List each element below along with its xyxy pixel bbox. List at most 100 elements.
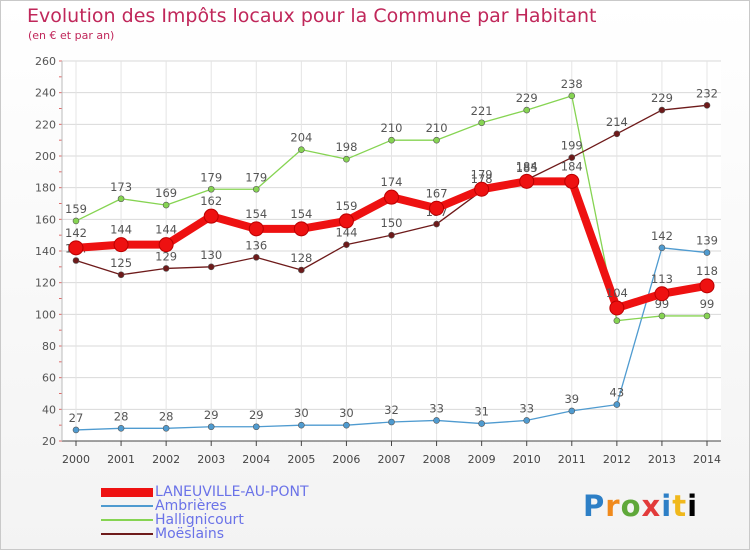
data-label: 178 (471, 172, 493, 186)
data-point (72, 217, 80, 225)
data-label: 130 (200, 248, 222, 262)
data-point (248, 221, 264, 237)
legend-swatch-moeslains (101, 533, 153, 535)
legend-item-hallignicourt: Hallignicourt (101, 513, 381, 527)
data-label: 185 (516, 161, 538, 175)
data-point (523, 106, 531, 114)
data-point (162, 201, 170, 209)
data-label: 214 (606, 115, 628, 129)
data-point (343, 421, 350, 429)
chart-title: Evolution des Impôts locaux pour la Comm… (27, 5, 597, 27)
y-tick-label: 200 (35, 150, 56, 163)
data-label: 29 (204, 408, 219, 422)
y-tick-label: 160 (35, 213, 56, 226)
x-tick-label: 2009 (468, 453, 496, 466)
x-tick-label: 2011 (558, 453, 586, 466)
y-tick-label: 60 (42, 372, 56, 385)
data-label: 229 (516, 91, 538, 105)
data-label: 229 (651, 91, 673, 105)
data-point (703, 102, 711, 109)
data-point (474, 181, 490, 197)
data-point (478, 119, 485, 127)
data-label: 204 (290, 131, 312, 145)
data-point (429, 200, 445, 216)
data-point (703, 249, 711, 256)
logo-letter: o (620, 489, 642, 523)
data-label: 43 (610, 386, 625, 400)
x-tick-label: 2002 (152, 453, 180, 466)
data-label: 144 (335, 226, 357, 240)
data-label: 232 (696, 86, 718, 100)
logo-letter: t (672, 489, 688, 523)
x-tick-label: 2007 (378, 453, 406, 466)
data-point (478, 420, 485, 427)
x-tick-label: 2003 (197, 453, 225, 466)
data-point (609, 300, 625, 316)
data-point (433, 220, 440, 228)
logo-letter: P (583, 489, 606, 523)
data-label: 179 (200, 170, 222, 184)
legend-item-ambrieres: Ambrières (101, 499, 381, 513)
data-label: 125 (110, 256, 132, 270)
data-label: 169 (155, 186, 177, 200)
data-point (613, 130, 621, 138)
data-point (384, 189, 399, 205)
data-label: 173 (110, 180, 132, 194)
legend-item-laneuville: LANEUVILLE-AU-PONT (101, 485, 381, 499)
data-point (388, 136, 395, 144)
legend-item-moeslains: Moëslains (101, 527, 381, 541)
data-point (568, 92, 576, 100)
data-point (703, 312, 711, 320)
logo-letter: i (661, 489, 673, 523)
x-tick-label: 2012 (603, 453, 631, 466)
data-label: 99 (700, 297, 715, 311)
data-point (433, 417, 440, 424)
data-label: 142 (65, 226, 87, 240)
data-point (72, 426, 80, 434)
data-label: 199 (561, 139, 583, 153)
data-label: 179 (245, 170, 267, 184)
data-label: 30 (294, 406, 309, 420)
data-point (654, 286, 670, 302)
data-point (298, 421, 305, 429)
data-label: 113 (651, 272, 673, 286)
data-point (658, 244, 666, 252)
data-point (568, 154, 576, 161)
data-point (388, 231, 395, 239)
data-point (252, 254, 260, 261)
data-point (433, 136, 440, 144)
data-label: 159 (65, 202, 87, 216)
data-label: 144 (110, 223, 132, 237)
logo-letter: i (687, 489, 699, 523)
data-label: 221 (471, 104, 493, 118)
data-point (613, 317, 621, 324)
x-tick-label: 2005 (287, 453, 315, 466)
legend-label: LANEUVILLE-AU-PONT (155, 484, 309, 500)
data-point (207, 263, 215, 271)
data-label: 32 (384, 403, 399, 417)
legend-label: Ambrières (155, 498, 227, 514)
x-tick-label: 2014 (693, 453, 721, 466)
data-label: 31 (474, 405, 489, 419)
y-tick-label: 260 (35, 55, 56, 68)
y-tick-label: 220 (35, 118, 56, 131)
x-tick-label: 2013 (648, 453, 676, 466)
data-point (113, 237, 129, 253)
data-label: 33 (519, 401, 534, 415)
data-point (207, 423, 215, 431)
data-point (68, 240, 84, 256)
data-point (298, 146, 305, 153)
data-label: 142 (651, 229, 673, 243)
y-tick-label: 100 (35, 308, 56, 321)
logo-letter: r (605, 489, 621, 523)
legend-swatch-hallignicourt (101, 519, 153, 521)
data-point (162, 265, 170, 272)
data-label: 118 (696, 264, 718, 278)
data-point (293, 221, 309, 237)
data-label: 184 (516, 159, 538, 173)
data-label: 159 (335, 199, 357, 213)
data-label: 144 (155, 223, 177, 237)
y-tick-label: 80 (42, 340, 56, 353)
